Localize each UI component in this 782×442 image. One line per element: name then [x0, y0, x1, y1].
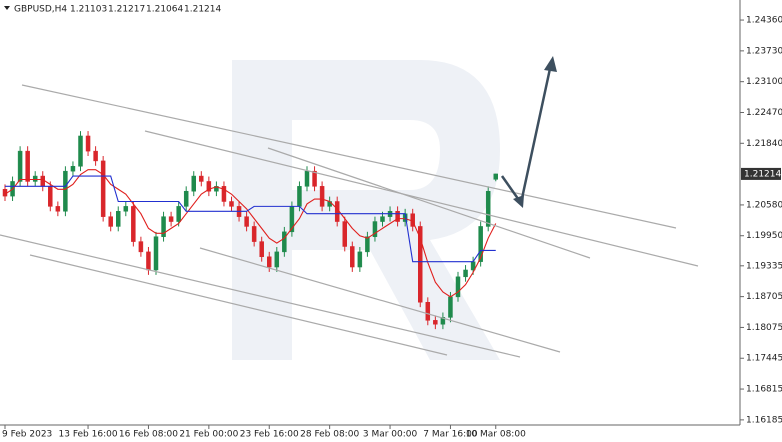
current-price: 1.21214	[744, 169, 781, 179]
trend-line	[267, 147, 591, 259]
y-tick-label: 1.16815	[746, 385, 782, 395]
header-low: 1.21064	[146, 5, 183, 15]
candle-body	[131, 206, 136, 242]
candle-body	[251, 226, 257, 242]
candle-body	[357, 251, 363, 268]
candle-body	[108, 216, 113, 227]
candle-body	[146, 251, 151, 271]
candle-body	[55, 206, 61, 212]
candle-body	[259, 241, 264, 258]
trend-lines	[0, 84, 699, 358]
candle-body	[206, 181, 212, 192]
candle-body	[123, 206, 129, 212]
candle-body	[78, 135, 83, 167]
candle-body	[40, 175, 45, 187]
y-tick-label: 1.24360	[746, 16, 782, 26]
watermark	[232, 60, 500, 360]
candle-body	[244, 216, 249, 227]
y-tick-label: 1.18705	[746, 292, 782, 302]
candle-body	[25, 150, 30, 182]
candle-body	[350, 246, 355, 268]
x-tick-label: 16 Feb 08:00	[119, 430, 178, 440]
candle-body	[455, 276, 461, 298]
candle-body	[116, 211, 121, 227]
y-tick-label: 1.21840	[746, 139, 782, 149]
trend-line	[199, 247, 561, 353]
candle-body	[191, 175, 196, 192]
candle-body	[380, 216, 385, 222]
candle-body	[176, 206, 181, 222]
candle-body	[440, 317, 446, 325]
candle-body	[342, 221, 347, 247]
candle-body	[93, 150, 98, 162]
trend-line	[29, 254, 448, 356]
header-close: 1.21214	[184, 5, 221, 15]
indicator-line	[4, 169, 497, 298]
candle-body	[63, 170, 68, 212]
candle-body	[161, 216, 166, 237]
y-tick-label: 1.17445	[746, 354, 782, 364]
price-marker	[741, 167, 781, 180]
header: GBPUSD,H4 1.21103 1.21217 1.21064 1.2121…	[4, 5, 221, 15]
candle-body	[17, 150, 23, 182]
candle-body	[433, 320, 438, 325]
candle-body	[282, 231, 287, 253]
candle-body	[478, 226, 483, 262]
trend-line	[21, 84, 677, 229]
y-tick-label: 1.23100	[746, 77, 782, 87]
x-tick-label: 3 Mar 00:00	[363, 430, 418, 440]
candle-body	[100, 160, 106, 217]
candle-body	[274, 251, 280, 268]
candle-body	[304, 170, 310, 187]
x-tick-label: 28 Feb 08:00	[300, 430, 359, 440]
plot-area	[2, 131, 498, 330]
y-tick-label: 1.23730	[746, 46, 782, 56]
candle-body	[221, 186, 227, 202]
x-tick-label: 7 Mar 16:00	[423, 430, 478, 440]
candle-body	[267, 256, 272, 268]
symbol: GBPUSD,H4	[14, 5, 67, 15]
y-tick-label: 1.19335	[746, 261, 782, 271]
candle-body	[168, 216, 174, 222]
candle-body	[319, 186, 325, 207]
y-tick-label: 1.20580	[746, 200, 782, 210]
candle-body	[199, 175, 204, 182]
candle-body	[493, 173, 498, 180]
candle-body	[418, 226, 423, 303]
candle-body	[153, 236, 159, 271]
candle-body	[297, 186, 302, 207]
trend-line	[0, 234, 521, 358]
x-tick-label: 9 Feb 2023	[2, 430, 52, 440]
candle-body	[365, 236, 370, 253]
candle-body	[32, 175, 38, 182]
candle-body	[448, 296, 453, 318]
candle-body	[485, 190, 491, 227]
candle-body	[183, 190, 189, 207]
y-tick-label: 1.22470	[746, 108, 782, 118]
candle-body	[425, 301, 431, 321]
y-tick-label: 1.19950	[746, 231, 782, 241]
x-tick-label: 10 Mar 08:00	[466, 430, 526, 440]
candle-body	[70, 166, 76, 172]
candle-body	[312, 170, 317, 187]
candle-body	[138, 241, 144, 253]
candle-body	[395, 211, 400, 222]
x-tick-label: 23 Feb 16:00	[240, 430, 299, 440]
candle-body	[85, 135, 91, 152]
indicator-line	[5, 175, 496, 263]
trend-line	[144, 130, 699, 267]
candle-body	[48, 186, 53, 207]
forecast-arrow	[500, 56, 557, 208]
header-open: 1.21103	[70, 5, 107, 15]
header-high: 1.21217	[108, 5, 145, 15]
candle-body	[463, 269, 468, 278]
y-tick-label: 1.18075	[746, 323, 782, 333]
x-tick-label: 13 Feb 16:00	[59, 430, 118, 440]
y-tick-label: 1.16185	[746, 415, 782, 425]
x-tick-label: 21 Feb 00:00	[179, 430, 238, 440]
candle-body	[229, 201, 234, 207]
candle-body	[372, 221, 378, 237]
